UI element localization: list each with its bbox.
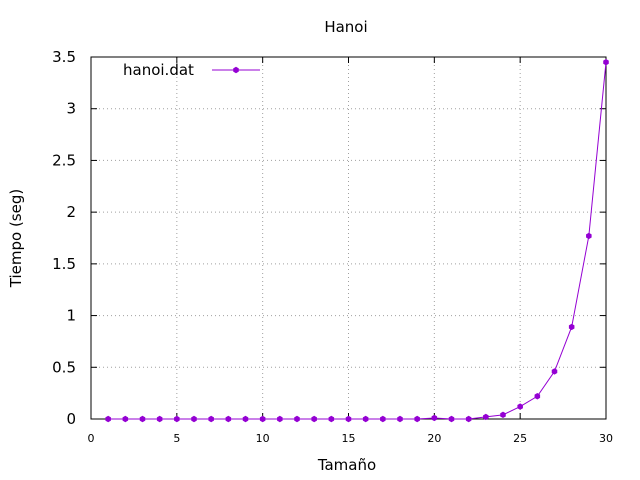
data-point xyxy=(500,411,506,419)
data-point xyxy=(483,413,489,421)
x-tick-label: 20 xyxy=(427,432,441,445)
y-tick-label: 2 xyxy=(66,203,76,221)
x-tick-label: 0 xyxy=(88,432,95,445)
chart-title: Hanoi xyxy=(324,18,367,36)
data-point xyxy=(328,415,335,423)
x-axis-label: Tamaño xyxy=(317,456,376,474)
y-tick-label: 0 xyxy=(66,410,76,428)
x-tick-label: 15 xyxy=(342,432,356,445)
data-point xyxy=(294,415,300,423)
y-axis-label: Tiempo (seg) xyxy=(7,189,25,288)
data-point xyxy=(225,415,232,423)
x-tick-label: 5 xyxy=(173,432,180,445)
data-point xyxy=(448,415,455,423)
data-point xyxy=(277,415,283,423)
data-point xyxy=(311,415,317,423)
data-point xyxy=(380,415,386,423)
y-tick-label: 0.5 xyxy=(52,358,76,376)
data-point xyxy=(174,415,180,423)
data-point xyxy=(397,415,403,423)
data-point xyxy=(122,415,129,423)
data-point xyxy=(191,415,197,423)
data-point xyxy=(568,323,575,331)
data-point xyxy=(586,232,592,240)
y-tick-label: 3.5 xyxy=(52,48,76,66)
y-tick-label: 2.5 xyxy=(52,151,76,169)
data-point xyxy=(517,403,523,410)
x-tick-label: 25 xyxy=(513,432,527,445)
y-tick-label: 1.5 xyxy=(52,255,76,273)
data-point xyxy=(345,415,352,423)
data-point xyxy=(156,415,163,423)
data-point xyxy=(465,415,472,423)
y-tick-label: 1 xyxy=(66,307,76,325)
data-point xyxy=(414,415,420,423)
legend-label: hanoi.dat xyxy=(123,61,194,79)
data-point xyxy=(362,415,369,423)
grid-lines xyxy=(91,57,606,419)
x-axis: 0 5 10 15 20 25 30 xyxy=(88,57,613,445)
legend: hanoi.dat xyxy=(123,61,260,79)
data-point xyxy=(139,415,146,423)
data-point xyxy=(242,415,249,423)
legend-marker xyxy=(233,66,239,74)
x-tick-label: 30 xyxy=(599,432,613,445)
series-line xyxy=(108,62,607,420)
data-point xyxy=(105,415,111,423)
data-point xyxy=(603,58,609,66)
data-point xyxy=(551,368,558,375)
y-axis: 0 0.5 1 1.5 2 2.5 3 3.5 xyxy=(52,48,606,428)
data-point xyxy=(208,415,214,423)
data-point xyxy=(259,415,266,423)
y-tick-label: 3 xyxy=(66,100,76,118)
x-tick-label: 10 xyxy=(256,432,270,445)
data-point xyxy=(534,393,541,400)
data-point xyxy=(431,414,438,422)
series-group xyxy=(105,58,609,423)
